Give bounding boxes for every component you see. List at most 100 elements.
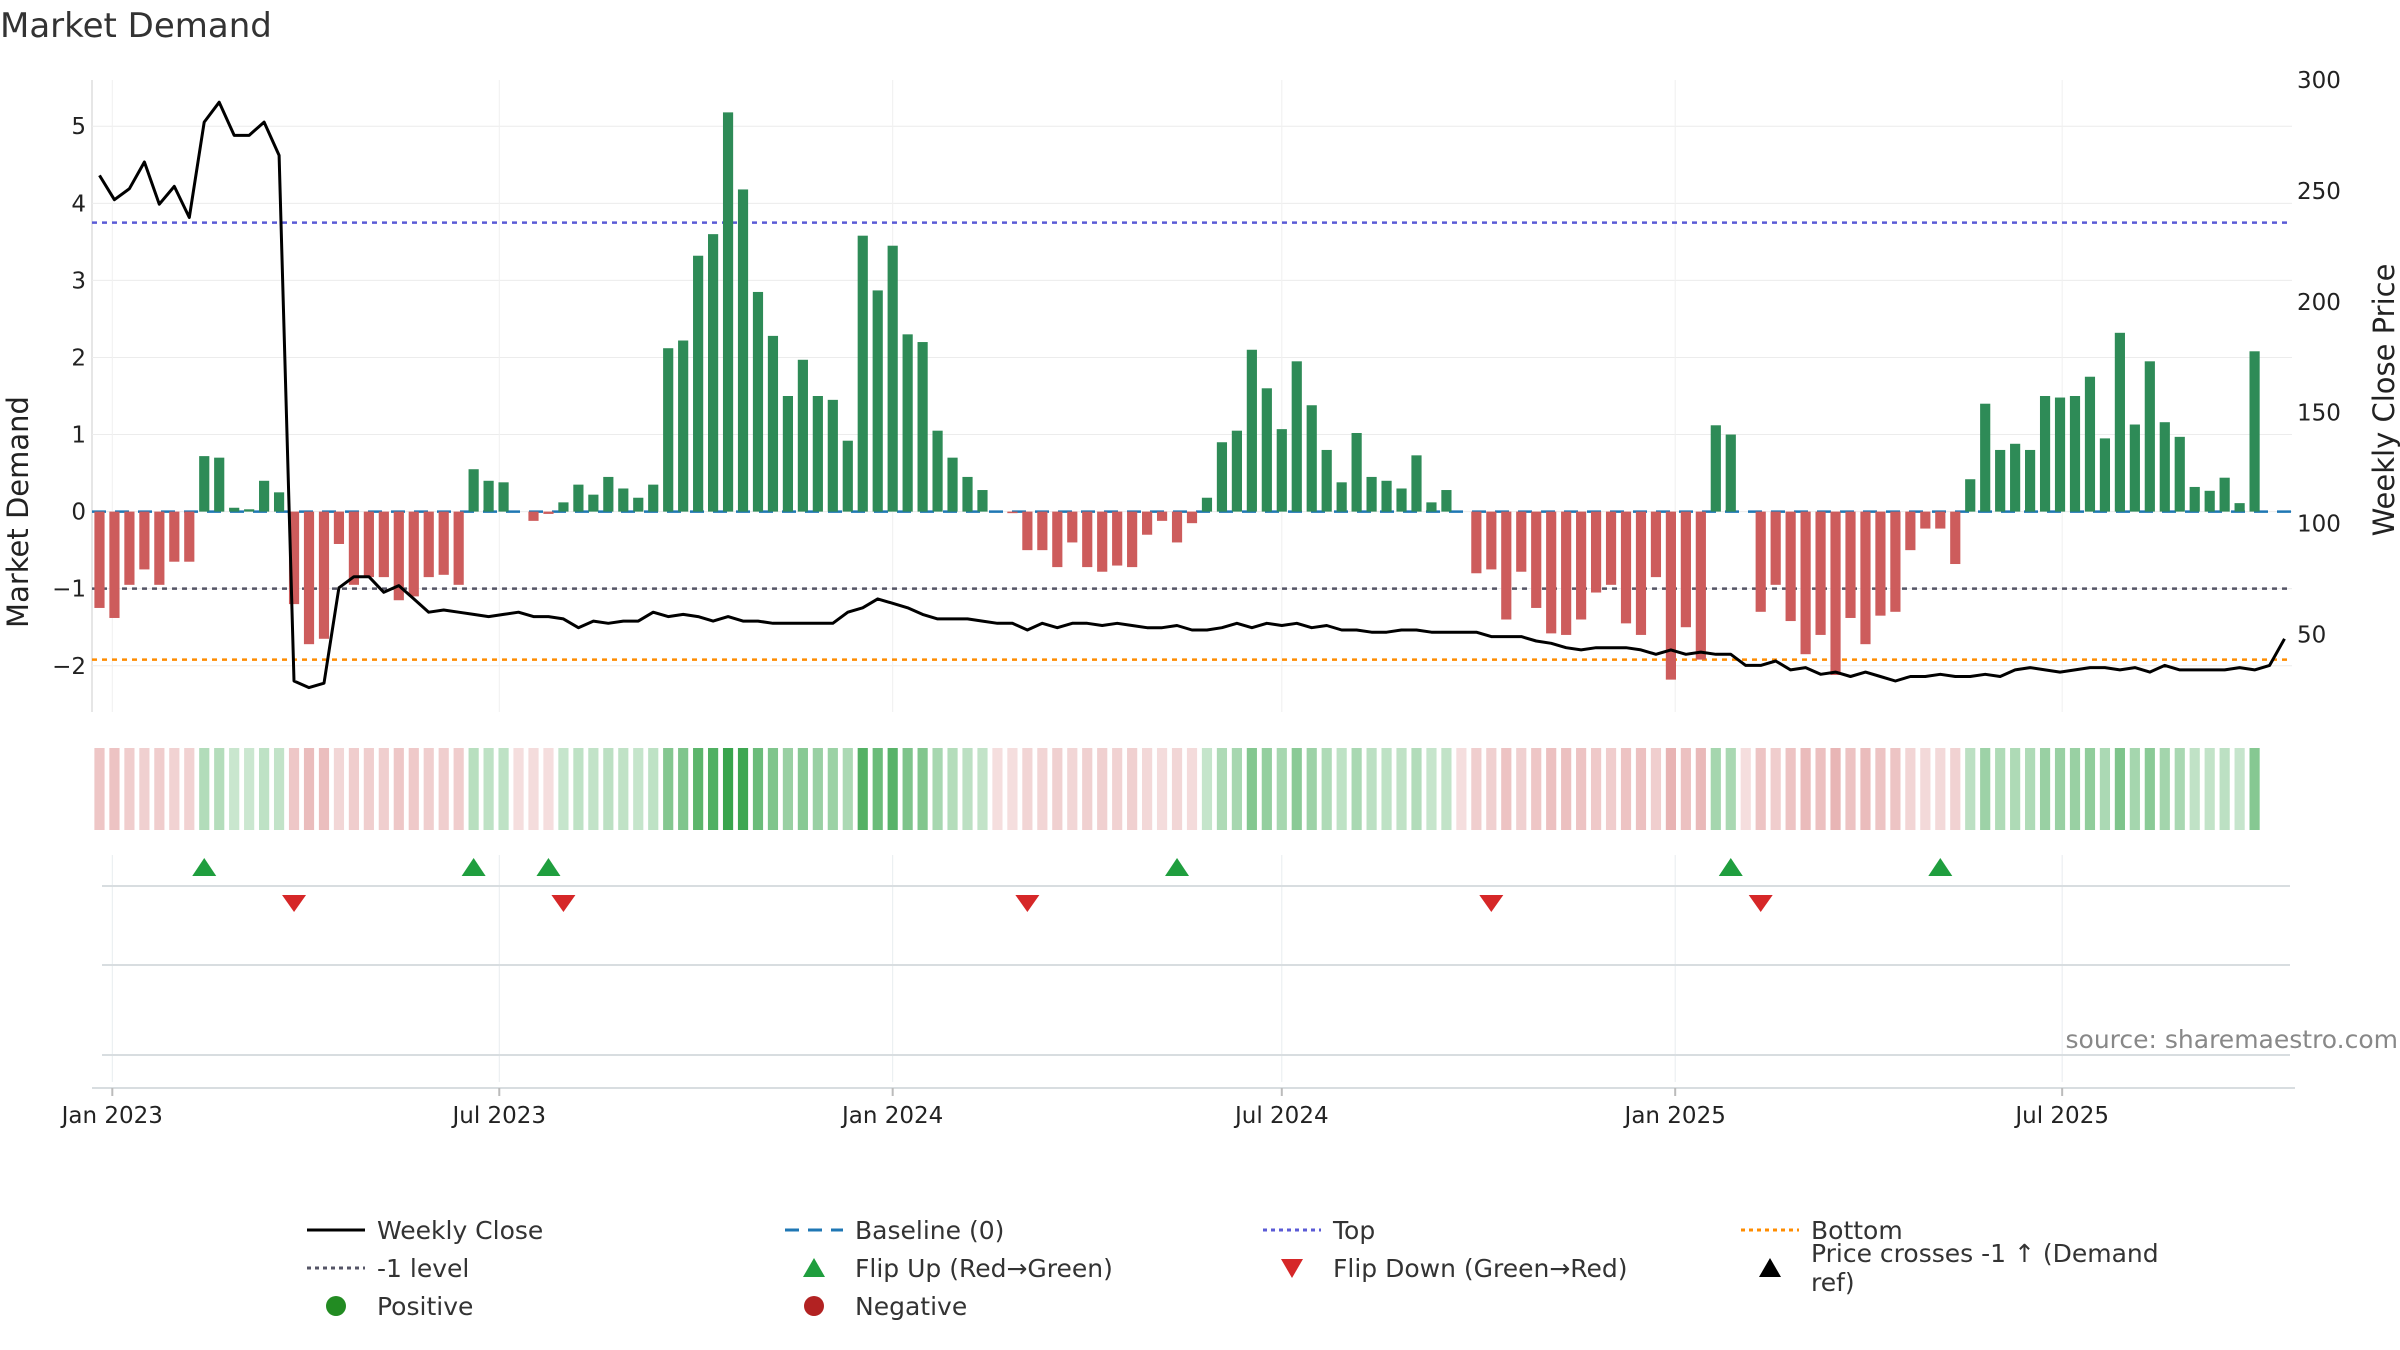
demand-bar: [1785, 511, 1796, 622]
demand-bar: [1680, 511, 1691, 628]
demand-bar: [378, 511, 389, 578]
demand-bar: [109, 511, 120, 618]
demand-bar: [1097, 511, 1108, 572]
demand-bar: [1082, 511, 1093, 568]
y-tick-label: −1: [52, 577, 86, 603]
heat-cell: [2174, 748, 2185, 830]
heat-cell: [2069, 748, 2081, 830]
demand-bar: [1142, 511, 1153, 535]
heat-cell: [1770, 748, 1781, 830]
x-tick-label: Jan 2023: [60, 1103, 163, 1129]
demand-bar: [1396, 488, 1407, 512]
demand-bar: [273, 492, 285, 512]
y-tick-label: 2: [71, 345, 86, 371]
demand-bar: [1695, 511, 1706, 660]
flip-up-marker: [1928, 858, 1953, 876]
grid: [91, 80, 2295, 1089]
demand-bar: [1531, 511, 1542, 608]
heat-cell: [1186, 748, 1198, 830]
heat-cell: [2189, 748, 2200, 830]
heat-cell: [603, 748, 614, 830]
heat-cell: [393, 748, 404, 830]
legend-item-baseline: Baseline (0): [783, 1212, 1004, 1248]
legend-item-positive: Positive: [305, 1288, 473, 1324]
flip-up-marker: [1165, 858, 1190, 876]
legend-label: Baseline (0): [855, 1215, 1005, 1245]
demand-bar: [423, 511, 434, 578]
y2-axis-label: Weekly Close Price: [2367, 264, 2400, 537]
demand-bar: [2114, 332, 2125, 512]
demand-bar: [693, 255, 704, 512]
heat-cell: [1695, 748, 1706, 830]
heat-cell: [588, 748, 599, 830]
demand-bar: [1620, 511, 1632, 624]
demand-bar: [169, 511, 180, 562]
demand-bar: [468, 469, 479, 512]
demand-bar: [2219, 477, 2230, 512]
y-tick-label: 5: [71, 114, 86, 140]
demand-bar: [408, 511, 419, 597]
heat-cell: [1635, 748, 1647, 830]
demand-bar: [1321, 449, 1332, 512]
demand-bar: [1890, 511, 1901, 612]
y-axis-label: Market Demand: [1, 396, 35, 628]
demand-bar: [2039, 396, 2051, 512]
heat-cell: [1246, 748, 1257, 830]
demand-bar: [797, 359, 808, 512]
demand-bar: [1156, 511, 1168, 521]
y2-tick-label: 300: [2297, 68, 2341, 94]
heat-cell: [812, 748, 823, 830]
heat-cell: [827, 748, 838, 830]
demand-bar: [1516, 511, 1527, 572]
x-tick-label: Jan 2024: [840, 1103, 943, 1129]
demand-bar: [1561, 511, 1572, 635]
legend-item-price-cross: Price crosses -1 ↑ (Demand ref): [1739, 1239, 2205, 1297]
demand-bar: [244, 509, 255, 512]
heat-cell: [543, 748, 554, 830]
y2-tick-label: 100: [2297, 512, 2341, 538]
heat-cell: [1546, 748, 1557, 830]
heat-cell: [1097, 748, 1108, 830]
demand-bar: [1037, 511, 1048, 551]
y2-tick-label: 150: [2297, 401, 2341, 427]
heat-cell: [2204, 748, 2215, 830]
flip-down-marker: [551, 895, 576, 912]
demand-bar: [1441, 490, 1452, 512]
y-tick-label: −2: [52, 654, 86, 680]
demand-bar: [887, 245, 898, 512]
demand-bar: [1860, 511, 1871, 645]
demand-bar: [1216, 442, 1228, 512]
demand-bar: [453, 511, 464, 585]
demand-bar: [1710, 425, 1721, 512]
heat-cell: [1905, 748, 1916, 830]
heat-cell: [259, 748, 270, 830]
market-demand-chart: −2 −1 0 1 2 3 4 5 50 100 150 200 250 300 Jan 2023 Jul…: [1, 68, 2400, 1129]
heat-cell: [1082, 748, 1093, 830]
flip-up-marker: [461, 858, 486, 876]
heat-cell: [992, 748, 1003, 830]
heat-cell: [782, 748, 794, 830]
heat-cell: [887, 748, 898, 830]
heat-cell: [1276, 748, 1287, 830]
heat-cell: [1950, 748, 1961, 830]
heat-cell: [438, 748, 449, 830]
circle-icon: [783, 1291, 845, 1321]
demand-bar: [1995, 449, 2006, 512]
heat-cell: [318, 748, 330, 830]
heat-cell: [1650, 748, 1662, 830]
demand-bar: [483, 480, 494, 512]
demand-bar: [1007, 511, 1018, 514]
demand-bar: [1920, 511, 1931, 529]
heat-cell: [94, 748, 105, 830]
heat-cell: [1127, 748, 1138, 830]
y-tick-label: 0: [71, 500, 86, 526]
demand-bar: [543, 511, 554, 514]
demand-bar: [139, 511, 150, 570]
heat-cell: [1396, 748, 1407, 830]
triangle-up-icon: [783, 1253, 845, 1283]
heat-cell: [2234, 748, 2245, 830]
heat-cell: [932, 748, 943, 830]
demand-bar: [1501, 511, 1512, 620]
heat-cell: [1995, 748, 2006, 830]
demand-bar: [1950, 511, 1961, 565]
